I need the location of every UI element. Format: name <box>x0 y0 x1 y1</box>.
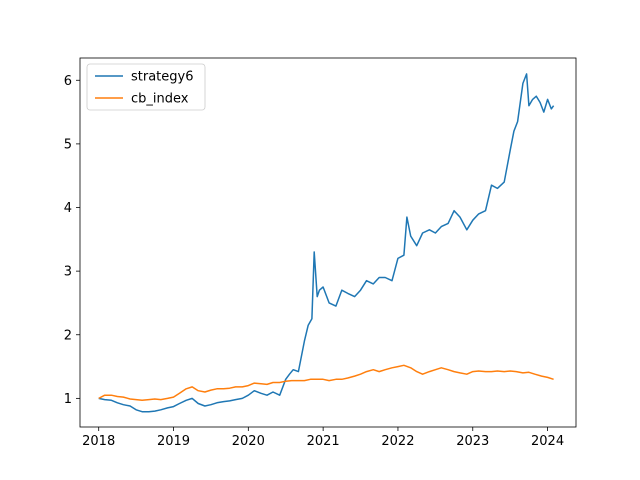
x-tick-label: 2019 <box>157 434 190 449</box>
x-tick-label: 2018 <box>82 434 115 449</box>
legend: strategy6 cb_index <box>86 63 206 111</box>
y-tick-label: 2 <box>64 328 72 343</box>
x-tick-label: 2023 <box>456 434 489 449</box>
y-tick-label: 3 <box>64 265 72 280</box>
y-tick-label: 4 <box>64 201 72 216</box>
y-tick-label: 5 <box>64 137 72 152</box>
legend-label-strategy6: strategy6 <box>131 70 194 85</box>
plot-area <box>98 73 555 413</box>
y-tick-label: 6 <box>64 74 72 89</box>
x-tick-label: 2021 <box>307 434 340 449</box>
x-tick-label: 2024 <box>531 434 564 449</box>
series-line-strategy6 <box>98 73 555 413</box>
y-axis: 1 2 3 4 5 6 <box>64 74 80 407</box>
x-tick-label: 2022 <box>381 434 414 449</box>
series-line-cb_index <box>98 364 554 402</box>
x-tick-label: 2020 <box>232 434 265 449</box>
legend-label-cb_index: cb_index <box>131 92 189 107</box>
y-tick-label: 1 <box>64 392 72 407</box>
x-axis: 2018 2019 2020 2021 2022 2023 2024 <box>82 427 564 449</box>
axes-frame <box>79 57 577 428</box>
